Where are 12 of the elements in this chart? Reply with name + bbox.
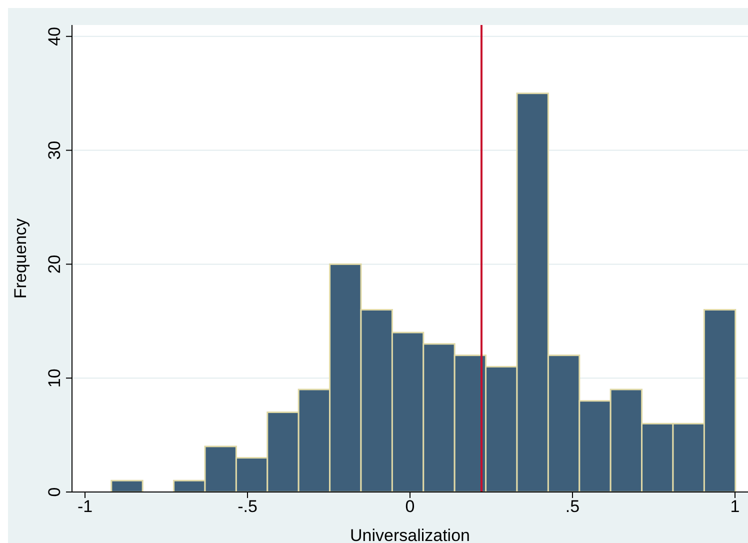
y-axis-title: Frequency <box>11 218 30 299</box>
x-axis-title: Universalization <box>350 526 470 543</box>
x-tick-label: 0 <box>405 497 415 516</box>
y-tick-label: 10 <box>45 368 64 388</box>
y-tick-label: 40 <box>45 26 64 46</box>
x-tick-label: -1 <box>77 497 93 516</box>
y-tick-label: 30 <box>45 140 64 160</box>
x-tick-label: 1 <box>730 497 740 516</box>
y-tick-label: 20 <box>45 254 64 274</box>
y-tick-label: 0 <box>45 487 64 497</box>
x-tick-label: .5 <box>565 497 580 516</box>
x-tick-label: -.5 <box>238 497 258 516</box>
